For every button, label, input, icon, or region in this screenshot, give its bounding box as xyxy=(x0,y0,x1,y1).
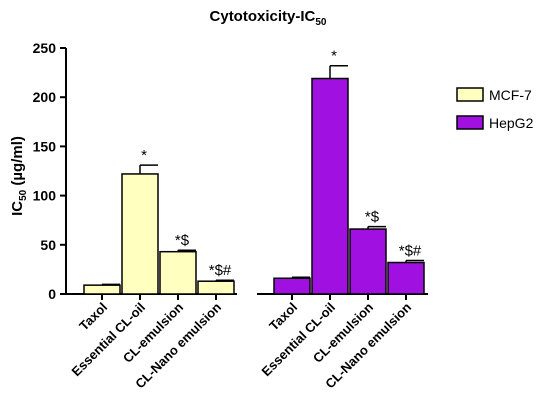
legend-swatch xyxy=(456,87,484,102)
y-axis-label-subscript: 50 xyxy=(18,189,29,201)
legend-swatch xyxy=(456,115,484,130)
significance-label: * xyxy=(331,48,337,65)
significance-label: * xyxy=(141,147,147,164)
significance-label: *$# xyxy=(209,262,232,279)
chart-title-subscript: 50 xyxy=(315,17,327,28)
bar xyxy=(311,77,349,295)
bar xyxy=(83,284,121,295)
legend: MCF-7 HepG2 xyxy=(456,87,534,131)
significance-label: *$ xyxy=(175,232,190,249)
y-tick-label: 250 xyxy=(33,40,57,56)
y-axis-label-main: IC xyxy=(9,201,26,216)
y-tick-label: 200 xyxy=(33,89,57,105)
y-axis-label: IC50 (µg/ml) xyxy=(9,136,29,216)
x-tick-label: Taxol xyxy=(266,300,300,334)
bar xyxy=(121,173,159,295)
y-tick-label: 150 xyxy=(33,138,57,154)
significance-label: *$ xyxy=(365,209,380,226)
y-tick-label: 50 xyxy=(40,237,56,253)
legend-label: MCF-7 xyxy=(489,87,532,103)
significance-label: *$# xyxy=(399,243,422,260)
x-tick-label: Taxol xyxy=(76,300,110,334)
y-tick-label: 100 xyxy=(33,188,57,204)
chart-title-main: Cytotoxicity-IC xyxy=(210,8,316,25)
chart-title: Cytotoxicity-IC50 xyxy=(210,8,327,28)
legend-label: HepG2 xyxy=(489,115,534,131)
bar xyxy=(159,250,197,295)
y-tick-label: 0 xyxy=(48,286,56,302)
bar xyxy=(349,228,387,295)
bar xyxy=(197,280,235,295)
bar xyxy=(387,261,425,295)
bar xyxy=(273,277,311,295)
y-axis-label-unit: (µg/ml) xyxy=(9,136,26,190)
